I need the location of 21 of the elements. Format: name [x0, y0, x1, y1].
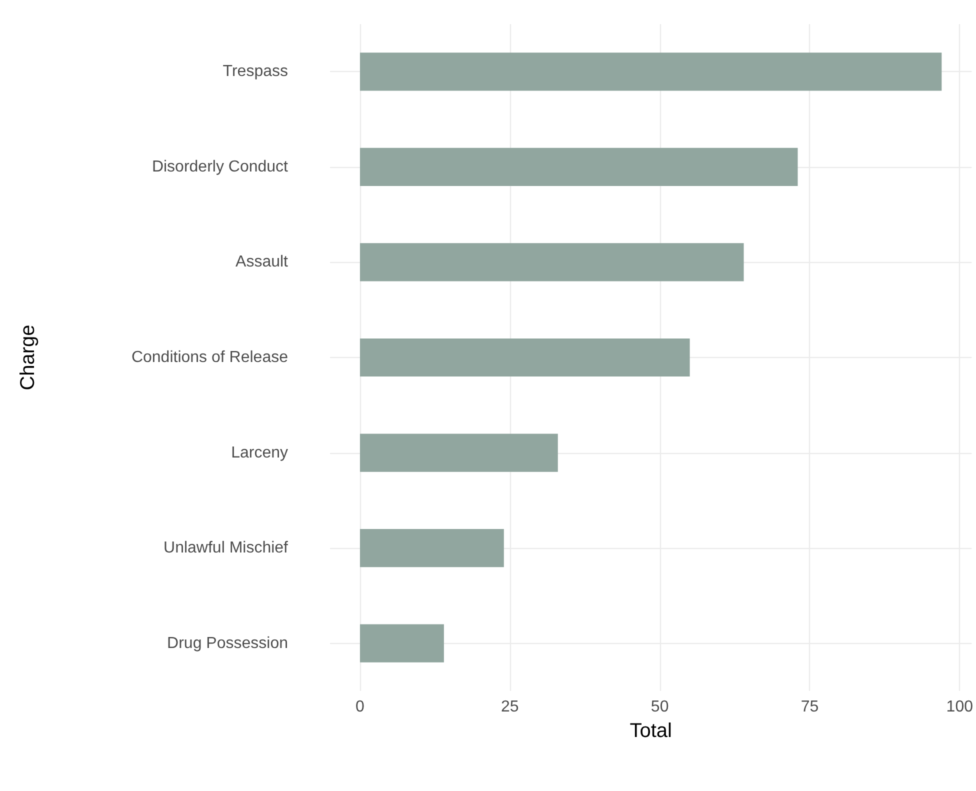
y-tick-label: Larceny: [231, 444, 288, 462]
x-tick-label: 75: [800, 698, 819, 716]
bar: [360, 434, 558, 472]
y-tick-label: Disorderly Conduct: [152, 158, 289, 176]
y-tick-label: Assault: [236, 254, 289, 271]
bar: [360, 338, 690, 377]
x-tick-label: 25: [501, 698, 519, 716]
bar: [360, 624, 444, 662]
bar: [360, 148, 798, 186]
x-axis-title: Total: [630, 720, 672, 742]
x-tick-label: 100: [946, 698, 974, 716]
y-tick-label: Unlawful Mischief: [164, 540, 289, 557]
y-tick-label: Trespass: [222, 63, 288, 80]
x-tick-label: 50: [650, 698, 669, 716]
bar: [360, 243, 744, 282]
x-tick-label: 0: [356, 698, 365, 716]
y-tick-label: Conditions of Release: [131, 349, 288, 366]
y-axis-title: Charge: [17, 324, 39, 390]
bar: [360, 529, 504, 568]
y-tick-label: Drug Possession: [167, 634, 288, 652]
bar: [360, 52, 942, 91]
